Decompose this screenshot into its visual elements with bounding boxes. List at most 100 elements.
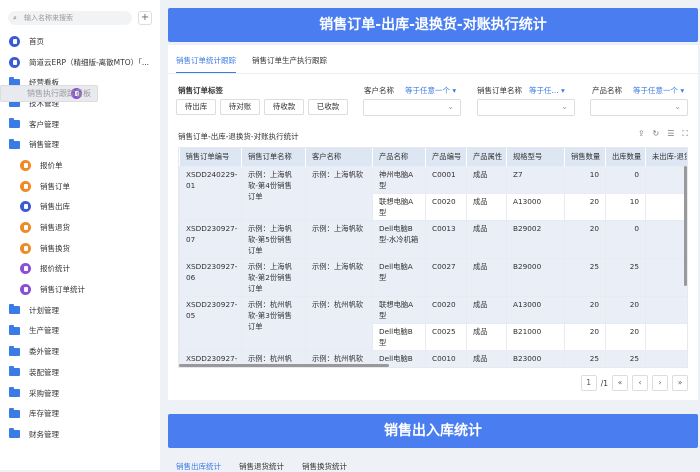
sales-qty-cell: 10 — [564, 165, 606, 194]
sidebar-item[interactable]: 销售出库 — [0, 197, 160, 218]
section-banner: 销售订单-出库-退换货-对账执行统计 — [168, 8, 698, 42]
sidebar-item[interactable]: 报价统计 — [0, 259, 160, 280]
product-name-cell: Dell电脑A型 — [372, 257, 426, 297]
pending-qty-cell — [645, 322, 687, 351]
product-name-cell: Dell电脑B型-水冷机箱 — [372, 219, 426, 259]
form-icon — [20, 222, 31, 234]
filter-icon[interactable]: ☰ — [667, 129, 675, 138]
sidebar-item[interactable]: 销售退货 — [0, 217, 160, 238]
order-operator[interactable]: 等于任... ▾ — [529, 86, 565, 95]
spec-cell: B29000 — [506, 257, 565, 297]
product-operator[interactable]: 等于任意一个 ▾ — [633, 86, 685, 95]
last-page-button[interactable]: » — [672, 375, 688, 391]
table-row: 联想电脑A型 C0020 成品 A13000 20 10 — [180, 192, 687, 221]
column-header: 销售订单名称 — [241, 148, 306, 166]
report-card: 销售订单统计跟踪 销售订单生产执行跟踪 销售订单标签 待出库 待对账 待收款 已… — [168, 45, 698, 400]
table-row: XSDD230927-05 示例：杭州帆软-第3份销售订单 示例：杭州帆软 联想电脑A… — [179, 295, 687, 351]
sidebar-item[interactable]: 首页 — [0, 31, 160, 52]
tab-exchange-stats[interactable]: 销售换货统计 — [302, 462, 347, 471]
product-select[interactable]: ⌄ — [590, 99, 688, 116]
tag-button[interactable]: 待出库 — [176, 99, 216, 115]
customer-operator[interactable]: 等于任意一个 ▾ — [405, 86, 457, 95]
sidebar-item-label: 销售退货 — [40, 223, 70, 233]
customer-select[interactable]: ⌄ — [363, 99, 461, 116]
spec-cell: B29002 — [506, 219, 565, 259]
data-table: 销售订单编号 销售订单名称 客户名称 产品名称 产品编号 产品属性 规格型号 销售数量 出库数量… — [178, 147, 688, 368]
sidebar-item[interactable]: 生产管理 — [0, 321, 160, 342]
outbound-qty-cell: 20 — [605, 322, 646, 351]
order-no-cell: XSDD230927-05 — [179, 295, 242, 351]
first-page-button[interactable]: « — [612, 375, 628, 391]
product-code-cell: C0020 — [425, 192, 467, 221]
vertical-scrollbar[interactable] — [684, 166, 687, 286]
sidebar-item-label: 计划管理 — [29, 305, 59, 315]
tag-button[interactable]: 已收款 — [308, 99, 348, 115]
sidebar-item-label: 销售出库 — [40, 202, 70, 212]
tag-button[interactable]: 待收款 — [264, 99, 304, 115]
tag-button[interactable]: 待对账 — [220, 99, 260, 115]
add-button[interactable]: + — [138, 11, 152, 25]
sidebar-item-label: 委外管理 — [29, 347, 59, 357]
export-icon[interactable]: ⇪ — [637, 129, 645, 138]
outbound-qty-cell: 10 — [605, 192, 646, 221]
divider — [168, 73, 698, 74]
folder-icon — [9, 324, 20, 335]
sidebar-item[interactable]: 简道云ERP（精细版-离散MTO）「... — [0, 52, 160, 73]
tab-production-tracking[interactable]: 销售订单生产执行跟踪 — [252, 56, 327, 65]
sidebar-item[interactable]: 销售订单 — [0, 176, 160, 197]
column-header: 客户名称 — [305, 148, 373, 166]
sidebar-item-label: 首页 — [29, 36, 44, 46]
sidebar-item[interactable]: 销售订单统计 — [0, 279, 160, 300]
tab-return-stats[interactable]: 销售退货统计 — [239, 462, 284, 471]
fullscreen-icon[interactable]: ⛶ — [682, 129, 688, 138]
folder-icon — [9, 407, 20, 418]
pending-qty-cell — [645, 349, 687, 367]
sidebar-item[interactable]: 报价单 — [0, 155, 160, 176]
sidebar-item[interactable]: 销售执行跟踪看板 — [0, 85, 98, 102]
sidebar-item[interactable]: 销售换货 — [0, 238, 160, 259]
sidebar-item[interactable]: 销售管理 — [0, 134, 160, 155]
product-name-cell: Dell电脑B型 — [372, 322, 426, 351]
product-name-cell: 神州电脑A型 — [372, 165, 426, 194]
product-attr-cell: 成品 — [466, 165, 507, 194]
sidebar-item[interactable]: 客户管理 — [0, 114, 160, 135]
next-page-button[interactable]: › — [652, 375, 668, 391]
prev-page-button[interactable]: ‹ — [632, 375, 648, 391]
column-header: 产品属性 — [466, 148, 507, 166]
tab-outbound-stats[interactable]: 销售出库统计 — [176, 462, 221, 471]
sales-qty-cell: 20 — [564, 192, 606, 221]
sidebar-item[interactable]: 采购管理 — [0, 383, 160, 404]
product-code-cell: C0010 — [425, 349, 467, 367]
tab-order-stats[interactable]: 销售订单统计跟踪 — [176, 55, 236, 74]
refresh-icon[interactable]: ↻ — [652, 129, 660, 138]
sidebar-item-label: 销售管理 — [29, 140, 59, 150]
sidebar-nav: 首页简道云ERP（精细版-离散MTO）「... 经营看板技术管理客户管理销售管理报… — [0, 31, 160, 445]
sidebar-item-label: 经营看板 — [29, 78, 59, 88]
sidebar-item-label: 技术管理 — [29, 98, 59, 108]
sidebar-item[interactable]: 财务管理 — [0, 424, 160, 445]
outbound-qty-cell: 20 — [605, 295, 646, 324]
product-code-cell: C0027 — [425, 257, 467, 297]
product-attr-cell: 成品 — [466, 349, 507, 367]
sidebar-item[interactable]: 库存管理 — [0, 403, 160, 424]
customer-cell: 示例：上海帆软 — [305, 257, 373, 297]
form-icon — [20, 242, 31, 254]
order-select[interactable]: ⌄ — [477, 99, 575, 116]
sidebar-item[interactable]: 经营看板 — [0, 72, 160, 93]
page-input[interactable]: 1 — [580, 375, 597, 391]
horizontal-scrollbar[interactable] — [179, 364, 389, 367]
sidebar-item[interactable]: 委外管理 — [0, 341, 160, 362]
chevron-down-icon: ⌄ — [561, 102, 568, 111]
pending-qty-cell — [645, 192, 687, 221]
sidebar-item[interactable]: 计划管理 — [0, 300, 160, 321]
sidebar-item[interactable]: 装配管理 — [0, 362, 160, 383]
customer-cell: 示例：杭州帆软 — [305, 349, 373, 367]
search-input[interactable]: ⌕ 输入名称来搜索 — [8, 11, 132, 25]
chart-icon — [20, 263, 31, 275]
chevron-down-icon: ⌄ — [447, 102, 454, 111]
column-header: 未出库-退货数量 — [645, 148, 687, 166]
spec-cell: B21000 — [506, 322, 565, 351]
table-row: XSDD230927-04示例：杭州帆软-第2份销售订单示例：杭州帆软Dell电… — [179, 349, 687, 367]
product-name-cell: 联想电脑A型 — [372, 295, 426, 324]
column-header: 出库数量 — [605, 148, 646, 166]
